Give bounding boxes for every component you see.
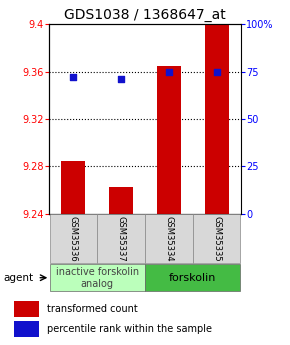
Text: GSM35335: GSM35335 — [212, 216, 221, 262]
Text: forskolin: forskolin — [169, 273, 217, 283]
Bar — [14, 301, 39, 317]
Text: GSM35337: GSM35337 — [117, 216, 126, 262]
Text: inactive forskolin
analog: inactive forskolin analog — [56, 267, 139, 288]
Text: percentile rank within the sample: percentile rank within the sample — [47, 324, 212, 334]
FancyBboxPatch shape — [145, 265, 240, 291]
Bar — [14, 322, 39, 337]
FancyBboxPatch shape — [50, 214, 97, 264]
Title: GDS1038 / 1368647_at: GDS1038 / 1368647_at — [64, 8, 226, 22]
Point — [119, 77, 124, 82]
Text: transformed count: transformed count — [47, 304, 138, 314]
Text: agent: agent — [3, 273, 33, 283]
FancyBboxPatch shape — [193, 214, 240, 264]
Bar — [205, 24, 229, 214]
Text: GSM35336: GSM35336 — [69, 216, 78, 262]
Text: GSM35334: GSM35334 — [164, 216, 173, 262]
Point — [71, 75, 75, 80]
Bar — [109, 187, 133, 214]
FancyBboxPatch shape — [97, 214, 145, 264]
Bar — [157, 66, 181, 214]
FancyBboxPatch shape — [145, 214, 193, 264]
Point — [166, 69, 171, 75]
Bar — [61, 160, 85, 214]
FancyBboxPatch shape — [50, 265, 145, 291]
Point — [214, 69, 219, 75]
